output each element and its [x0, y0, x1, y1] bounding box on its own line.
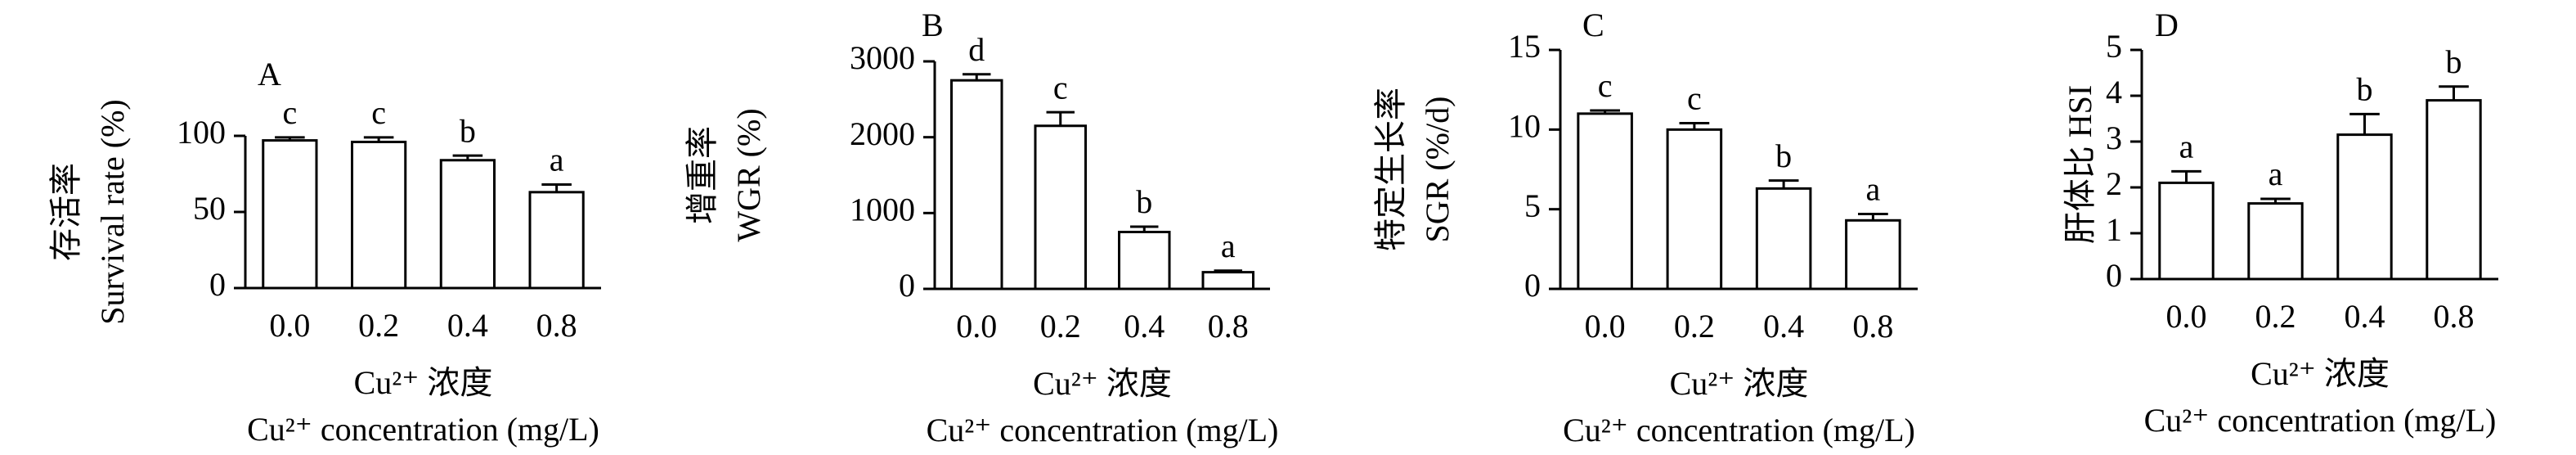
significance-letter: c	[1598, 67, 1613, 104]
y-axis-label: 特定生长率	[1372, 88, 1409, 251]
x-tick-label: 0.0	[1585, 308, 1626, 345]
bar	[1201, 271, 1254, 291]
bar	[1755, 187, 1812, 291]
x-tick-label: 0.8	[1208, 308, 1249, 345]
significance-letter: c	[282, 94, 297, 131]
bar	[2426, 99, 2482, 281]
y-axis-label: 存活率	[47, 163, 84, 261]
x-tick-label: 0.2	[2255, 298, 2296, 335]
x-axis-label: Cu²⁺ 浓度	[2251, 355, 2390, 392]
bar	[2336, 133, 2393, 281]
significance-letter: a	[1221, 228, 1236, 264]
y-tick-label: 3000	[850, 39, 915, 76]
bar	[1118, 231, 1171, 291]
x-tick-label: 0.8	[1852, 308, 1893, 345]
x-tick-label: 0.4	[1124, 308, 1165, 345]
x-axis-label: Cu²⁺ concentration (mg/L)	[2144, 402, 2497, 439]
significance-letter: d	[968, 31, 985, 68]
y-tick-label: 2000	[850, 115, 915, 152]
bar	[950, 79, 1003, 291]
significance-letter: a	[2179, 128, 2194, 165]
x-tick-label: 0.0	[269, 307, 310, 344]
y-tick-label: 4	[2106, 74, 2122, 110]
y-axis-label: WGR (%)	[730, 108, 767, 241]
panel-label: B	[922, 7, 944, 43]
y-tick-label: 5	[2106, 28, 2122, 65]
significance-letter: a	[1865, 171, 1880, 208]
x-axis-label: Cu²⁺ concentration (mg/L)	[1563, 412, 1915, 448]
bar	[2247, 202, 2304, 281]
panel-label: D	[2155, 7, 2179, 43]
y-axis-label: 肝体比 HSI	[2062, 85, 2098, 244]
y-tick-label: 5	[1524, 187, 1541, 224]
y-tick-label: 0	[899, 267, 915, 304]
y-tick-label: 3	[2106, 119, 2122, 156]
panel-label: C	[1582, 7, 1604, 43]
significance-letter: b	[2357, 71, 2373, 108]
y-tick-label: 1	[2106, 211, 2122, 248]
y-tick-label: 15	[1508, 28, 1541, 65]
x-axis-label: Cu²⁺ 浓度	[1033, 365, 1172, 402]
x-axis-label: Cu²⁺ concentration (mg/L)	[247, 411, 599, 448]
significance-letter: c	[371, 94, 386, 131]
y-tick-label: 100	[177, 114, 226, 151]
bar	[2158, 181, 2215, 281]
panel-label: A	[258, 56, 281, 92]
x-axis-label: Cu²⁺ 浓度	[354, 364, 493, 401]
bar	[528, 191, 585, 290]
x-tick-label: 0.2	[1674, 308, 1715, 345]
significance-letter: a	[2269, 155, 2283, 192]
y-axis-label: SGR (%/d)	[1419, 97, 1456, 243]
y-tick-label: 2	[2106, 165, 2122, 202]
significance-letter: b	[1136, 183, 1152, 220]
bar	[1845, 218, 1901, 291]
y-tick-label: 0	[209, 266, 226, 303]
x-tick-label: 0.2	[1040, 308, 1081, 345]
bar	[439, 159, 496, 290]
significance-letter: b	[1775, 137, 1792, 174]
significance-letter: a	[550, 142, 564, 178]
bar	[1666, 128, 1723, 291]
y-tick-label: 50	[193, 190, 226, 227]
x-tick-label: 0.0	[956, 308, 997, 345]
x-axis-label: Cu²⁺ 浓度	[1670, 365, 1809, 402]
y-tick-label: 0	[1524, 267, 1541, 304]
bar	[351, 140, 407, 290]
x-tick-label: 0.4	[1763, 308, 1804, 345]
x-tick-label: 0.4	[447, 307, 488, 344]
bar	[262, 139, 318, 290]
significance-letter: b	[460, 112, 476, 149]
significance-letter: c	[1687, 80, 1702, 117]
x-tick-label: 0.8	[2434, 298, 2475, 335]
significance-letter: b	[2446, 43, 2462, 80]
y-tick-label: 1000	[850, 191, 915, 228]
y-tick-label: 10	[1508, 108, 1541, 145]
x-tick-label: 0.4	[2345, 298, 2385, 335]
bar	[1577, 112, 1633, 291]
x-tick-label: 0.0	[2166, 298, 2207, 335]
x-axis-label: Cu²⁺ concentration (mg/L)	[927, 412, 1279, 448]
bar	[1034, 124, 1087, 291]
y-axis-label: 增重率	[684, 126, 720, 224]
x-tick-label: 0.2	[358, 307, 399, 344]
y-axis-label: Survival rate (%)	[94, 99, 131, 324]
significance-letter: c	[1053, 69, 1068, 106]
x-tick-label: 0.8	[536, 307, 577, 344]
y-tick-label: 0	[2106, 257, 2122, 294]
